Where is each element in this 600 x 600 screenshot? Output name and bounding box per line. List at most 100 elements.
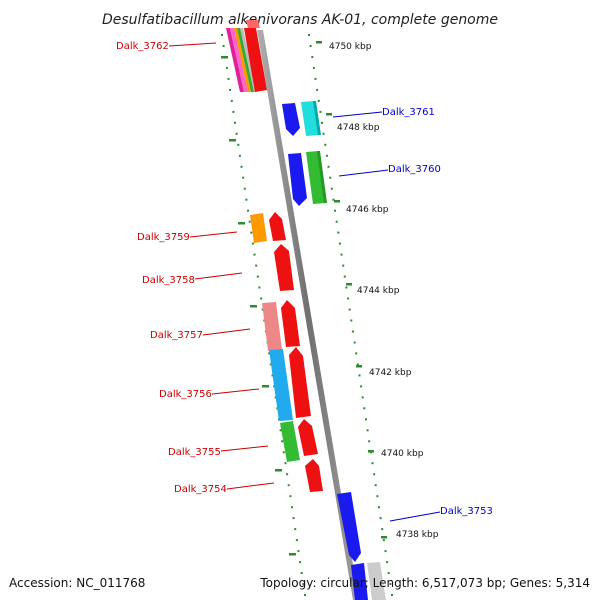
label-dalk-3758[interactable]: Dalk_3758 bbox=[142, 275, 195, 286]
label-dalk-3757[interactable]: Dalk_3757 bbox=[150, 330, 203, 341]
label-dalk-3760[interactable]: Dalk_3760 bbox=[388, 164, 441, 175]
guide-dot bbox=[242, 176, 245, 179]
tick-mark bbox=[334, 200, 340, 203]
guide-dot bbox=[384, 550, 387, 553]
label-dalk-3762[interactable]: Dalk_3762 bbox=[116, 41, 169, 52]
gene-dalk-3754[interactable] bbox=[305, 459, 323, 492]
label-dalk-3761[interactable]: Dalk_3761 bbox=[382, 107, 435, 118]
guide-dot bbox=[234, 121, 236, 124]
guide-dot bbox=[232, 110, 235, 113]
guide-dot bbox=[243, 187, 246, 190]
guide-dot bbox=[329, 176, 332, 179]
guide-dot bbox=[261, 308, 264, 311]
guide-dot bbox=[350, 319, 353, 322]
guide-dot bbox=[269, 363, 272, 366]
gene-dalk-3757[interactable] bbox=[262, 300, 300, 351]
guide-dot bbox=[353, 341, 356, 344]
label-dalk-3756[interactable]: Dalk_3756 bbox=[159, 389, 212, 400]
guide-dot bbox=[391, 594, 393, 596]
gene-dalk-3760[interactable] bbox=[288, 151, 327, 206]
guide-dot bbox=[374, 484, 377, 487]
guide-dot bbox=[287, 484, 290, 487]
guide-dot bbox=[321, 121, 323, 124]
guide-dot bbox=[378, 506, 380, 509]
guide-dot bbox=[373, 473, 376, 476]
guide-dot bbox=[297, 550, 300, 553]
left-dash-marks bbox=[221, 56, 296, 556]
guide-dot bbox=[327, 165, 330, 168]
guide-dot bbox=[268, 352, 271, 355]
guide-dot bbox=[348, 308, 351, 311]
guide-dot bbox=[316, 88, 319, 91]
guide-dot bbox=[368, 440, 371, 443]
accession-text: Accession: NC_011768 bbox=[9, 576, 145, 590]
guide-dot bbox=[365, 418, 367, 421]
tick-mark bbox=[346, 283, 352, 286]
guide-dot bbox=[361, 396, 364, 399]
guide-dot bbox=[355, 352, 358, 355]
guide-dot bbox=[222, 45, 225, 47]
guide-dot bbox=[230, 99, 233, 102]
guide-dot bbox=[238, 154, 241, 157]
guide-dot bbox=[309, 45, 312, 47]
tick-mark bbox=[356, 365, 362, 368]
guide-dot bbox=[256, 275, 259, 278]
guide-dot bbox=[271, 374, 274, 377]
guide-dot bbox=[235, 132, 238, 135]
guide-dot bbox=[381, 528, 384, 531]
tick-mark bbox=[326, 113, 332, 116]
guide-dot bbox=[351, 330, 354, 333]
gene-dalk-3753[interactable] bbox=[337, 492, 361, 562]
guide-dot bbox=[314, 77, 317, 80]
genome-backbone bbox=[257, 30, 359, 600]
guide-dot bbox=[300, 572, 303, 574]
guide-dot bbox=[253, 253, 256, 256]
gene-dalk-3762-block[interactable] bbox=[226, 20, 267, 92]
guide-dot bbox=[360, 385, 363, 388]
gene-dalk-3758[interactable] bbox=[274, 244, 294, 291]
guide-dot bbox=[347, 297, 350, 300]
gene-dalk-3759[interactable] bbox=[250, 212, 286, 243]
guide-dot bbox=[279, 429, 282, 432]
gene-dalk-3755[interactable] bbox=[280, 419, 318, 462]
gene-dalk-3761[interactable] bbox=[282, 101, 321, 136]
guide-dot bbox=[240, 165, 243, 168]
guide-dot bbox=[229, 88, 232, 91]
tick-label-4744: 4744 kbp bbox=[357, 286, 400, 296]
label-dalk-3759[interactable]: Dalk_3759 bbox=[137, 232, 190, 243]
guide-dot bbox=[324, 143, 327, 146]
guide-dot bbox=[291, 506, 293, 509]
guide-dot bbox=[340, 253, 343, 256]
guide-dot bbox=[387, 572, 390, 574]
gene-dalk-3756[interactable] bbox=[269, 347, 311, 421]
guide-dot bbox=[237, 143, 240, 146]
label-dalk-3753[interactable]: Dalk_3753 bbox=[440, 506, 493, 517]
guide-dot bbox=[286, 473, 289, 476]
guide-dot bbox=[389, 583, 392, 585]
label-dalk-3755[interactable]: Dalk_3755 bbox=[168, 447, 221, 458]
guide-dot bbox=[225, 66, 228, 69]
tick-mark bbox=[368, 450, 374, 453]
guide-dot bbox=[302, 583, 305, 585]
guide-dot bbox=[304, 594, 306, 596]
label-dalk-3754[interactable]: Dalk_3754 bbox=[174, 484, 227, 495]
guide-dot bbox=[292, 517, 295, 520]
guide-dot bbox=[379, 517, 382, 520]
guide-dot bbox=[371, 462, 374, 465]
guide-dot bbox=[255, 264, 258, 267]
guide-dot bbox=[312, 66, 315, 69]
tick-label-4738: 4738 kbp bbox=[396, 530, 439, 540]
guide-dot bbox=[260, 297, 263, 300]
guide-dot bbox=[382, 539, 385, 542]
guide-dot bbox=[343, 275, 346, 278]
guide-dot bbox=[330, 187, 333, 190]
guide-dot bbox=[245, 198, 248, 201]
gene-partial-bottom bbox=[351, 562, 386, 600]
guide-dot bbox=[322, 132, 325, 135]
tick-label-4742: 4742 kbp bbox=[369, 368, 412, 378]
guide-dot bbox=[289, 495, 292, 498]
tick-label-4740: 4740 kbp bbox=[381, 449, 424, 459]
guide-dot bbox=[284, 462, 287, 465]
